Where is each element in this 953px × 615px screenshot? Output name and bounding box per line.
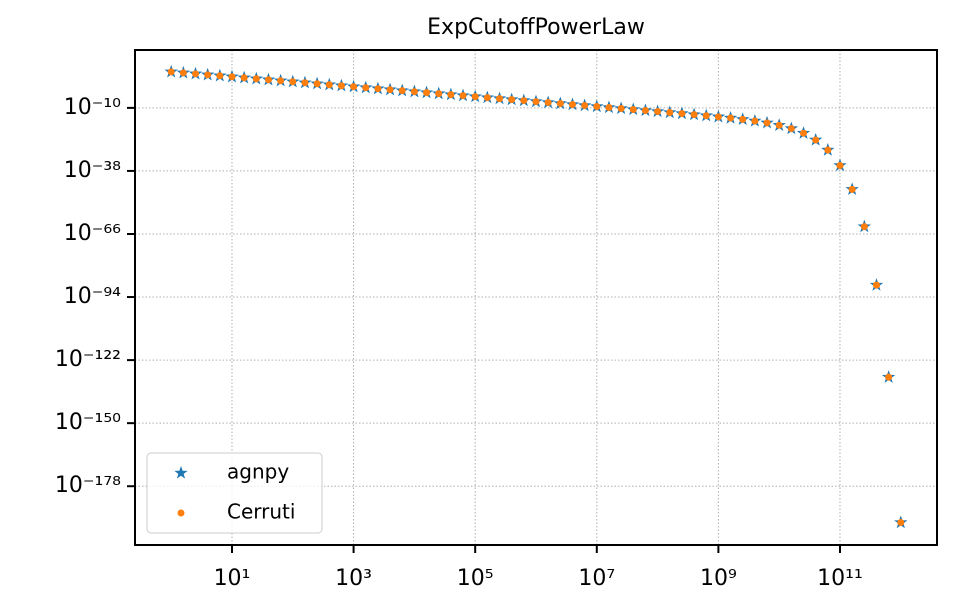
dot-marker (277, 77, 285, 85)
dot-marker (581, 102, 589, 110)
dot-marker (617, 105, 625, 113)
dot-marker (702, 112, 710, 120)
dot-marker (350, 83, 358, 91)
dot-marker (568, 101, 576, 109)
dot-marker (860, 223, 868, 231)
dot-marker (836, 161, 844, 169)
dot-marker (471, 93, 479, 101)
dot-marker (313, 80, 321, 88)
y-tick-label: 10⁻¹⁰ (64, 95, 121, 120)
dot-marker (362, 84, 370, 92)
dot-marker (192, 70, 200, 78)
dot-marker (812, 136, 820, 144)
dot-marker (690, 111, 698, 119)
dot-marker (520, 97, 528, 105)
y-tick-label: 10⁻⁶⁶ (64, 221, 121, 246)
dot-marker (641, 106, 649, 114)
dot-marker (240, 74, 248, 82)
dot-marker (423, 89, 431, 97)
chart-title: ExpCutoffPowerLaw (427, 15, 645, 40)
dot-marker (337, 82, 345, 90)
dot-marker (228, 73, 236, 81)
dot-marker (301, 79, 309, 87)
x-tick-label: 10¹ (214, 566, 251, 591)
legend-label: Cerruti (227, 500, 295, 524)
dot-marker (727, 114, 735, 122)
dot-marker (714, 113, 722, 121)
dot-marker (289, 78, 297, 86)
dot-marker (751, 117, 759, 125)
dot-marker (167, 68, 175, 76)
dot-marker (374, 85, 382, 93)
dot-marker (763, 119, 771, 127)
plot-frame (134, 49, 938, 546)
dot-marker (897, 519, 905, 527)
dot-marker (775, 121, 783, 129)
dot-marker (483, 94, 491, 102)
dot-marker (605, 104, 613, 112)
legend-label: agnpy (227, 460, 289, 484)
dot-marker (787, 125, 795, 133)
y-tick-label: 10⁻³⁸ (64, 158, 121, 183)
dot-marker (508, 96, 516, 104)
dot-marker (410, 88, 418, 96)
y-tick-label: 10⁻¹²² (55, 347, 121, 372)
dot-marker (398, 87, 406, 95)
dot-marker (544, 99, 552, 107)
dot-marker (556, 100, 564, 108)
dot-marker (204, 71, 212, 79)
x-tick-label: 10⁵ (457, 566, 494, 591)
dot-marker (824, 146, 832, 154)
dot-marker (386, 86, 394, 94)
dot-marker (800, 129, 808, 137)
dot-marker (848, 185, 856, 193)
dot-marker (252, 75, 260, 83)
y-tick-label: 10⁻¹⁵⁰ (55, 410, 121, 435)
dot-marker (872, 281, 880, 289)
legend-box (146, 452, 323, 534)
dot-marker (496, 95, 504, 103)
star-marker (174, 466, 188, 479)
dot-marker (666, 109, 674, 117)
dot-marker (264, 76, 272, 84)
x-tick-label: 10¹¹ (817, 566, 863, 591)
dot-marker (678, 110, 686, 118)
dot-marker (532, 98, 540, 106)
dot-marker (593, 103, 601, 111)
dot-marker (179, 69, 187, 77)
dot-marker (885, 373, 893, 381)
y-tick-label: 10⁻¹⁷⁸ (55, 473, 121, 498)
dot-marker (654, 107, 662, 115)
dot-marker (435, 90, 443, 98)
dot-marker (177, 509, 185, 517)
y-tick-label: 10⁻⁹⁴ (64, 284, 121, 309)
dot-marker (325, 81, 333, 89)
x-tick-label: 10³ (335, 566, 372, 591)
x-tick-label: 10⁷ (578, 566, 615, 591)
x-tick-label: 10⁹ (700, 566, 737, 591)
dot-marker (739, 115, 747, 123)
dot-marker (459, 92, 467, 100)
dot-marker (447, 91, 455, 99)
dot-marker (629, 105, 637, 113)
dot-marker (216, 72, 224, 80)
